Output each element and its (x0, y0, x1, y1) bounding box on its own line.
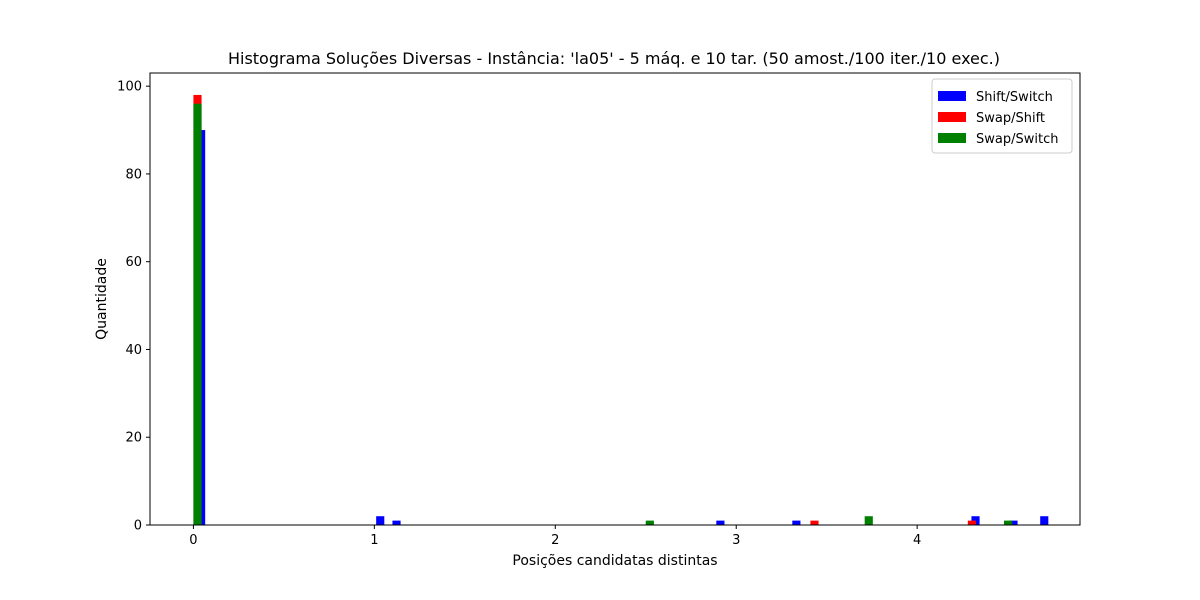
x-tick-label: 4 (913, 533, 921, 548)
bar-shift-switch-1 (376, 516, 385, 525)
legend-label: Swap/Switch (976, 132, 1058, 147)
bars-layer (193, 94, 1049, 526)
chart-title: Histograma Soluções Diversas - Instância… (228, 49, 1000, 68)
bar-shift-switch-3 (716, 520, 725, 525)
x-tick-label: 1 (370, 533, 378, 548)
bar-shift-switch-7 (1040, 516, 1049, 525)
legend: Shift/Switch Swap/Shift Swap/Switch (931, 78, 1073, 154)
bar-swap-switch-2 (864, 516, 873, 525)
bar-swap-switch-1 (645, 520, 654, 525)
bar-shift-switch-4 (792, 520, 801, 525)
y-tick-label: 60 (125, 255, 142, 270)
bar-swap-shift-2 (967, 520, 976, 525)
y-tick-label: 80 (125, 167, 142, 182)
y-axis: 0 20 40 60 80 100 (117, 80, 150, 534)
legend-swatch (938, 91, 966, 101)
legend-label: Shift/Switch (976, 90, 1053, 105)
y-tick-label: 100 (117, 80, 142, 95)
bar-swap-switch-0 (193, 103, 202, 525)
plot-frame (149, 72, 1081, 526)
y-axis-label: Quantidade (94, 258, 110, 340)
x-axis: 0 1 2 3 4 (189, 525, 921, 548)
y-tick-label: 0 (134, 519, 142, 534)
bar-swap-shift-1 (810, 520, 819, 525)
x-axis-label: Posições candidatas distintas (512, 553, 717, 569)
x-tick-label: 3 (732, 533, 740, 548)
legend-box (931, 78, 1073, 154)
x-tick-label: 2 (551, 533, 559, 548)
legend-label: Swap/Shift (976, 111, 1045, 126)
y-tick-label: 40 (125, 343, 142, 358)
y-tick-label: 20 (125, 431, 142, 446)
bar-swap-switch-3 (1004, 520, 1013, 525)
legend-swatch (938, 112, 966, 122)
legend-swatch (938, 133, 966, 143)
bar-shift-switch-6 (1009, 520, 1018, 525)
x-tick-label: 0 (189, 533, 197, 548)
bar-shift-switch-2 (392, 520, 401, 525)
